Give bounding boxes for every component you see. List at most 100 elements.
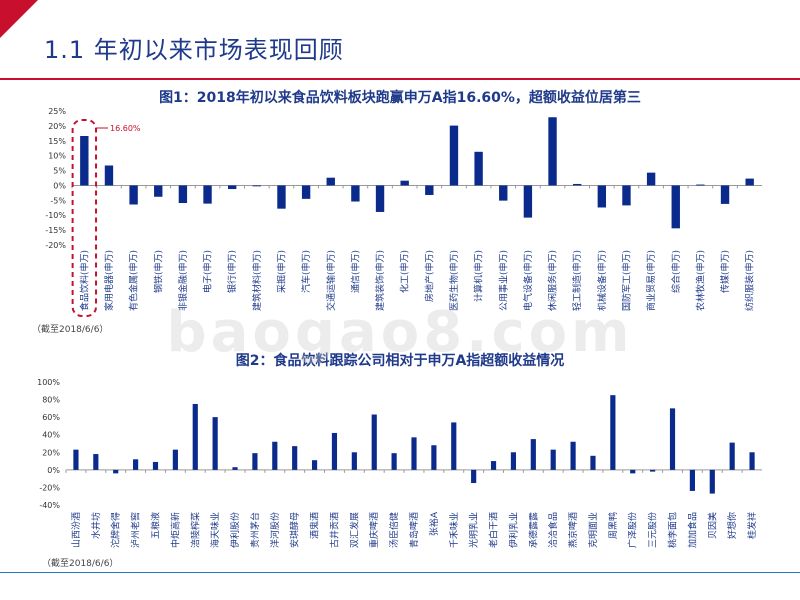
bar [650,469,656,472]
bar [351,452,357,470]
bar [622,185,631,206]
category-label: 张裕A [428,511,440,536]
bar [671,185,680,229]
category-label: 好想你 [726,512,738,539]
category-label: 承德露露 [527,512,539,548]
chart1-title: 图1：2018年初以来食品饮料板块跑赢申万A指16.60%，超额收益位居第三 [159,90,641,106]
bar [590,455,596,470]
bar [154,185,163,197]
bar [749,452,755,470]
category-label: 贝因美 [706,512,718,539]
bar [129,185,138,205]
bar [530,439,536,470]
category-label: 伊利乳业 [507,512,519,548]
category-label: 计算机(申万) [473,250,485,302]
bar [720,185,730,204]
y-tick-label: 0% [53,181,66,190]
bar [331,432,338,470]
bar [474,151,483,186]
y-tick-label: 40% [42,431,60,440]
bar [375,185,385,212]
category-label: 轻工制造(申万) [571,250,583,311]
category-label: 古井贡酒 [328,512,340,548]
category-label: 重庆啤酒 [368,512,380,548]
y-tick-label: -40% [39,501,60,510]
bar [696,184,705,186]
annotation-label: 16.60% [110,124,141,133]
bar [431,445,437,470]
category-label: 青岛啤酒 [408,512,420,548]
bar [597,185,607,208]
category-label: 有色金属(申万) [128,250,140,311]
bar [499,185,508,201]
y-tick-label: -15% [45,226,66,235]
category-label: 中炬高新 [169,512,181,548]
bar [550,449,556,470]
category-label: 洽洽食品 [547,512,559,548]
category-label: 休闲服务(申万) [547,250,559,311]
bar [311,460,318,470]
bar [745,178,754,186]
y-tick-label: 100% [37,378,60,387]
category-label: 建筑材料(申万) [251,250,263,311]
y-tick-label: 5% [53,167,66,176]
category-label: 食品饮料(申万) [78,250,90,311]
bar [232,467,238,470]
bar [252,185,262,187]
category-label: 涪陵榨菜 [189,512,201,548]
category-label: 酒鬼酒 [309,512,321,539]
bar [471,469,477,484]
category-label: 千禾味业 [448,512,460,548]
category-label: 山西汾酒 [71,512,82,548]
category-label: 克明面业 [588,512,599,548]
category-label: 电子(申万) [202,250,214,293]
bar [73,449,79,470]
bottom-divider [0,572,800,573]
category-label: 非银金融(申万) [177,250,189,311]
category-label: 电气设备(申万) [522,250,534,311]
category-label: 五粮液 [149,512,161,539]
bar [227,185,237,190]
bar [133,459,139,470]
bar [610,395,616,470]
bar [292,446,298,470]
bar [172,449,178,470]
bar [113,469,119,474]
y-tick-label: 80% [42,396,60,405]
bar [178,185,188,204]
y-tick-label: -20% [39,483,60,492]
category-label: 桂发祥 [746,512,758,539]
y-tick-label: 15% [48,137,66,146]
bar [490,461,497,470]
category-label: 泸州老窖 [130,512,142,548]
bar [709,469,715,494]
category-label: 商业贸易(申万) [645,250,657,311]
bar [301,185,311,199]
category-label: 安琪酵母 [289,512,301,548]
category-label: 化工(申万) [399,250,411,293]
category-label: 洋河股份 [269,512,281,548]
y-tick-label: 10% [48,152,66,161]
bar [570,441,576,470]
bar [326,177,335,186]
category-label: 汽车(申万) [300,250,312,293]
category-label: 燕京啤酒 [567,512,579,548]
y-tick-label: 20% [48,122,66,131]
bar [425,185,434,195]
y-tick-label: 0% [47,466,60,475]
bar [203,185,212,204]
bar [351,185,360,202]
bar [411,437,417,470]
category-label: 家用电器(申万) [103,250,115,311]
bar [93,454,99,470]
y-tick-label: 60% [42,413,60,422]
bar [729,442,735,470]
bar [400,180,409,186]
category-label: 三元股份 [647,512,659,548]
category-label: 光明乳业 [468,512,480,548]
category-label: 公用事业(申万) [497,250,509,311]
category-label: 老白干酒 [488,512,500,548]
category-label: 采掘(申万) [275,250,287,293]
